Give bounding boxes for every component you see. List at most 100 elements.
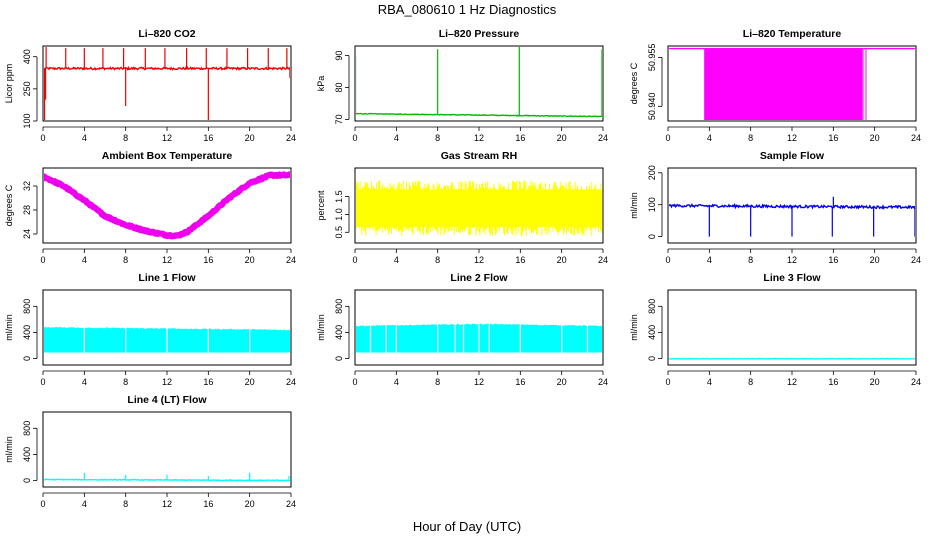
data-series xyxy=(44,47,290,120)
x-tick-label: 0 xyxy=(40,255,45,265)
x-tick-label: 4 xyxy=(707,377,712,387)
y-tick-label: 80 xyxy=(334,82,344,92)
panel-title: Line 4 (LT) Flow xyxy=(127,394,207,406)
x-tick-label: 8 xyxy=(123,255,128,265)
x-tick-label: 16 xyxy=(203,377,213,387)
plot-frame xyxy=(354,289,604,366)
x-tick-label: 24 xyxy=(286,499,296,509)
x-tick-label: 4 xyxy=(82,377,87,387)
x-tick-label: 4 xyxy=(707,255,712,265)
x-tick-label: 16 xyxy=(203,133,213,143)
x-tick-label: 0 xyxy=(665,377,670,387)
x-tick-label: 12 xyxy=(474,377,484,387)
x-tick-label: 4 xyxy=(394,133,399,143)
panel-title: Li–820 CO2 xyxy=(138,28,195,40)
panel-7: Line 1 Flow 0 4 8 12 16 20 24 0 400 800 ml/min xyxy=(4,272,296,387)
x-tick-label: 4 xyxy=(394,255,399,265)
y-tick-label: 0 xyxy=(647,234,657,239)
series-band xyxy=(704,48,863,120)
y-axis-label: ml/min xyxy=(629,192,639,219)
y-tick-label: 1.5 xyxy=(334,190,344,203)
x-tick-label: 24 xyxy=(911,133,921,143)
x-tick-label: 8 xyxy=(748,255,753,265)
panel-2: Li–820 Pressure 0 4 8 12 16 20 24 70 80 90 kPa xyxy=(316,28,608,143)
data-series xyxy=(356,323,602,354)
panel-3: Li–820 Temperature 0 4 8 12 16 20 24 50.940 50.95… xyxy=(629,28,921,143)
x-tick-label: 4 xyxy=(394,377,399,387)
x-tick-label: 20 xyxy=(557,377,567,387)
y-tick-label: 0.5 xyxy=(334,226,344,239)
x-tick-label: 8 xyxy=(123,377,128,387)
y-tick-label: 400 xyxy=(647,325,657,340)
x-tick-label: 24 xyxy=(286,133,296,143)
panel-title: Ambient Box Temperature xyxy=(102,150,233,162)
x-tick-label: 0 xyxy=(352,377,357,387)
y-tick-label: 32 xyxy=(22,181,32,191)
x-tick-label: 0 xyxy=(352,133,357,143)
plot-frame xyxy=(354,167,604,244)
y-tick-label: 400 xyxy=(22,49,32,64)
y-tick-label: 0 xyxy=(647,356,657,361)
plot-frame xyxy=(667,45,917,122)
plot-frame xyxy=(354,45,604,122)
y-tick-label: 0 xyxy=(22,478,32,483)
series-line xyxy=(669,357,915,360)
y-tick-label: 250 xyxy=(22,81,32,96)
x-tick-label: 12 xyxy=(162,499,172,509)
x-tick-label: 0 xyxy=(40,499,45,509)
data-series xyxy=(44,472,290,482)
x-tick-label: 8 xyxy=(748,133,753,143)
y-axis-label: degrees C xyxy=(629,62,639,104)
y-tick-label: 0 xyxy=(334,356,344,361)
x-tick-label: 8 xyxy=(435,255,440,265)
x-tick-label: 24 xyxy=(911,377,921,387)
x-tick-label: 12 xyxy=(162,255,172,265)
x-tick-label: 16 xyxy=(203,255,213,265)
y-axis-label: ml/min xyxy=(316,314,326,341)
x-tick-label: 8 xyxy=(435,377,440,387)
figure-x-axis-label: Hour of Day (UTC) xyxy=(413,519,521,534)
panel-1: Li–820 CO2 0 4 8 12 16 20 24 100 250 400 Licor ppm xyxy=(4,28,296,143)
panel-title: Line 2 Flow xyxy=(450,272,508,284)
panel-title: Line 1 Flow xyxy=(138,272,196,284)
y-tick-label: 800 xyxy=(334,299,344,314)
y-tick-label: 70 xyxy=(334,114,344,124)
y-tick-label: 200 xyxy=(647,165,657,180)
panel-6: Sample Flow 0 4 8 12 16 20 24 0 100 200 ml/min xyxy=(629,150,921,265)
x-tick-label: 20 xyxy=(870,377,880,387)
y-tick-label: 100 xyxy=(22,113,32,128)
y-tick-label: 800 xyxy=(22,421,32,436)
x-tick-label: 12 xyxy=(787,255,797,265)
data-series xyxy=(669,357,915,360)
panel-title: Li–820 Temperature xyxy=(743,28,842,40)
y-tick-label: 400 xyxy=(334,325,344,340)
x-tick-label: 4 xyxy=(82,133,87,143)
data-series xyxy=(44,171,290,240)
x-tick-label: 20 xyxy=(557,255,567,265)
x-tick-label: 12 xyxy=(162,133,172,143)
panel-title: Gas Stream RH xyxy=(441,150,517,162)
x-tick-label: 24 xyxy=(286,255,296,265)
y-axis-label: ml/min xyxy=(629,314,639,341)
data-series xyxy=(669,196,915,237)
panel-4: Ambient Box Temperature 0 4 8 12 16 20 24 24 28 32… xyxy=(4,150,296,265)
x-tick-label: 20 xyxy=(245,499,255,509)
x-tick-label: 16 xyxy=(203,499,213,509)
y-tick-label: 400 xyxy=(22,447,32,462)
x-tick-label: 4 xyxy=(82,499,87,509)
series-line xyxy=(669,202,915,210)
x-tick-label: 4 xyxy=(707,133,712,143)
y-axis-label: degrees C xyxy=(4,184,14,226)
series-line xyxy=(44,171,290,240)
plot-frame xyxy=(667,167,917,244)
data-series xyxy=(669,47,915,120)
plot-frame xyxy=(42,411,292,488)
y-tick-label: 100 xyxy=(647,197,657,212)
plot-frame xyxy=(42,45,292,122)
x-tick-label: 12 xyxy=(474,133,484,143)
x-tick-label: 20 xyxy=(870,133,880,143)
panel-5: Gas Stream RH 0 4 8 12 16 20 24 0.5 1.0 1.5 percent xyxy=(316,150,608,265)
y-tick-label: 800 xyxy=(22,299,32,314)
